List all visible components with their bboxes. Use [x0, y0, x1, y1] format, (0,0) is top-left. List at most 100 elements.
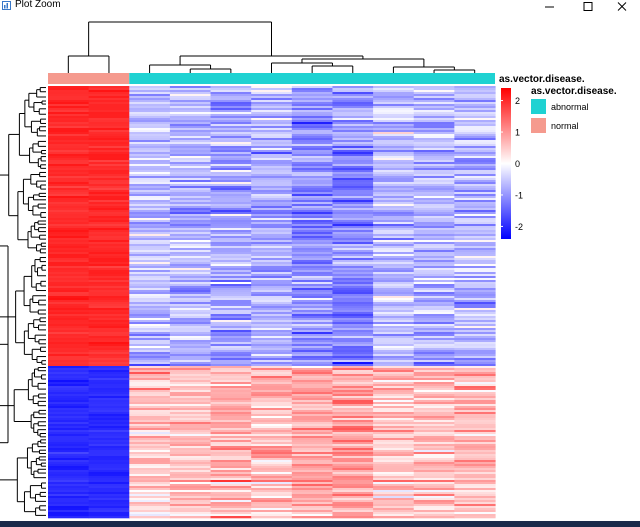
heatmap-cell	[291, 276, 334, 279]
heatmap-cell	[48, 506, 90, 509]
heatmap-cell	[169, 390, 212, 393]
window-title: Plot Zoom	[15, 0, 61, 10]
heatmap-cell	[332, 416, 374, 419]
heatmap-cell	[251, 182, 293, 185]
heatmap-cell	[291, 274, 334, 277]
heatmap-cell	[251, 510, 293, 513]
heatmap-cell	[210, 280, 252, 283]
heatmap-cell	[373, 242, 415, 245]
heatmap-cell	[413, 118, 455, 121]
heatmap-cell	[251, 408, 293, 411]
heatmap-cell	[454, 260, 496, 263]
heatmap-cell	[48, 184, 90, 187]
heatmap-cell	[332, 474, 374, 477]
heatmap-cell	[413, 126, 455, 129]
heatmap-cell	[332, 216, 374, 219]
heatmap-cell	[454, 246, 496, 249]
heatmap-cell	[291, 112, 334, 115]
heatmap-cell	[291, 96, 334, 99]
heatmap-cell	[251, 426, 293, 429]
heatmap-cell	[48, 186, 90, 189]
heatmap-cell	[48, 428, 90, 431]
heatmap-cell	[373, 304, 415, 307]
heatmap-cell	[291, 490, 334, 493]
heatmap-cell	[169, 414, 212, 417]
heatmap-cell	[169, 406, 212, 409]
heatmap-cell	[454, 142, 496, 145]
heatmap-cell	[291, 236, 334, 239]
heatmap-cell	[129, 356, 171, 359]
heatmap-cell	[210, 108, 252, 111]
heatmap-cell	[413, 486, 455, 489]
heatmap-cell	[413, 366, 455, 369]
heatmap-cell	[129, 502, 171, 505]
maximize-button[interactable]	[573, 0, 603, 12]
heatmap-cell	[48, 280, 90, 283]
heatmap-cell	[332, 402, 374, 405]
heatmap-cell	[88, 278, 130, 281]
heatmap-cell	[413, 112, 455, 115]
heatmap-cell	[48, 390, 90, 393]
heatmap-cell	[169, 170, 212, 173]
heatmap-cell	[251, 452, 293, 455]
heatmap-cell	[169, 346, 212, 349]
heatmap-cell	[291, 458, 334, 461]
heatmap-cell	[413, 494, 455, 497]
heatmap-cell	[169, 154, 212, 157]
heatmap-cell	[169, 490, 212, 493]
heatmap-cell	[413, 246, 455, 249]
heatmap-cell	[169, 494, 212, 497]
heatmap-cell	[129, 424, 171, 427]
heatmap-cell	[251, 444, 293, 447]
heatmap-cell	[251, 92, 293, 95]
close-button[interactable]	[607, 0, 637, 12]
heatmap-cell	[291, 422, 334, 425]
heatmap-cell	[210, 130, 252, 133]
heatmap-cell	[169, 242, 212, 245]
heatmap-cell	[251, 256, 293, 259]
heatmap-cell	[251, 472, 293, 475]
heatmap-cell	[454, 206, 496, 209]
heatmap-cell	[88, 156, 130, 159]
heatmap-cell	[210, 334, 252, 337]
heatmap-plot: as.vector.disease. 210-1-2as.vector.dise…	[0, 21, 617, 519]
heatmap-cell	[413, 410, 455, 413]
heatmap-cell	[332, 134, 374, 137]
heatmap-cell	[210, 264, 252, 267]
heatmap-cell	[88, 264, 130, 267]
heatmap-cell	[210, 444, 252, 447]
minimize-button[interactable]	[535, 0, 565, 12]
heatmap-cell	[88, 282, 130, 285]
heatmap-cell	[332, 504, 374, 507]
heatmap-cell	[48, 278, 90, 281]
heatmap-cell	[251, 196, 293, 199]
heatmap-cell	[210, 410, 252, 413]
heatmap-cell	[251, 194, 293, 197]
heatmap-cell	[332, 516, 374, 519]
heatmap-cell	[413, 502, 455, 505]
heatmap-cell	[291, 166, 334, 169]
heatmap-cell	[332, 398, 374, 401]
heatmap-cell	[129, 176, 171, 179]
heatmap-cell	[251, 474, 293, 477]
heatmap-cell	[129, 274, 171, 277]
heatmap-cell	[454, 364, 496, 367]
heatmap-cell	[88, 360, 130, 363]
heatmap-cell	[413, 134, 455, 137]
heatmap-cell	[291, 252, 334, 255]
heatmap-cell	[169, 404, 212, 407]
heatmap-cell	[413, 510, 455, 513]
heatmap-cell	[169, 322, 212, 325]
heatmap-cell	[413, 100, 455, 103]
heatmap-cell	[413, 504, 455, 507]
heatmap-cell	[251, 336, 293, 339]
heatmap-cell	[413, 264, 455, 267]
heatmap-cell	[88, 374, 130, 377]
heatmap-cell	[129, 114, 171, 117]
heatmap-cell	[88, 118, 130, 121]
heatmap-cell	[210, 322, 252, 325]
heatmap-cell	[413, 132, 455, 135]
heatmap-cell	[210, 448, 252, 451]
heatmap-cell	[332, 500, 374, 503]
heatmap-cell	[210, 336, 252, 339]
